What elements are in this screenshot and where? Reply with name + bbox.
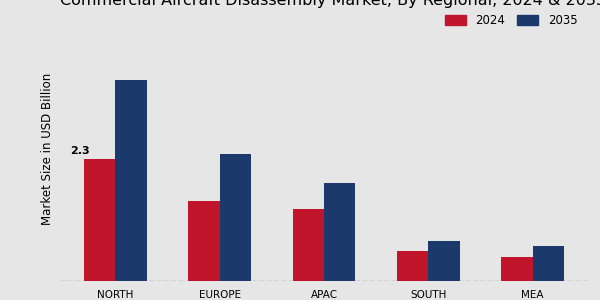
Legend: 2024, 2035: 2024, 2035 <box>440 9 582 32</box>
Bar <box>502 257 533 281</box>
Bar <box>115 80 146 280</box>
Bar <box>188 201 220 280</box>
Bar <box>397 251 428 280</box>
Text: 2.3: 2.3 <box>70 146 89 156</box>
Bar <box>324 183 355 280</box>
Bar <box>428 241 460 280</box>
Bar <box>533 246 564 280</box>
Y-axis label: Market Size in USD Billion: Market Size in USD Billion <box>41 72 55 225</box>
Bar <box>293 209 324 280</box>
Text: Commercial Aircraft Disassembly Market, By Regional, 2024 & 2035: Commercial Aircraft Disassembly Market, … <box>60 0 600 8</box>
Bar <box>84 159 115 280</box>
Bar <box>220 154 251 280</box>
